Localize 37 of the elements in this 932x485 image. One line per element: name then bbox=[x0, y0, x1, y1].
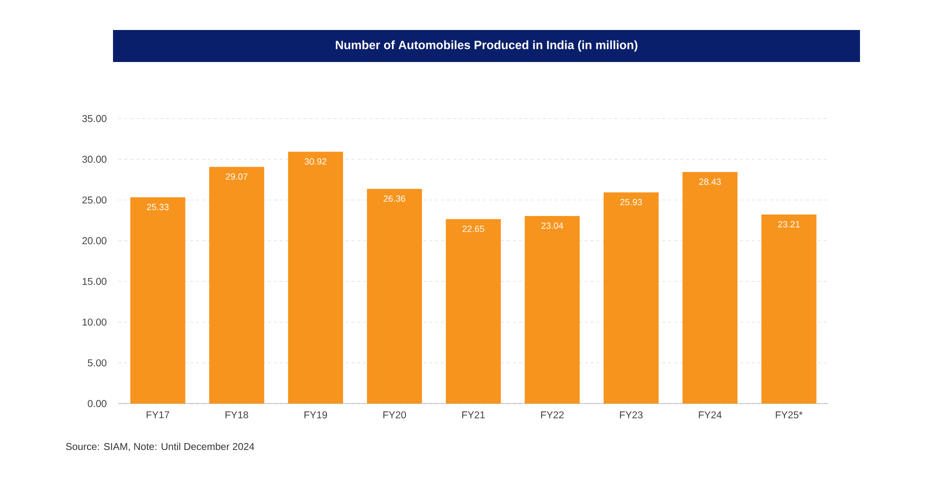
y-tick-label: 20.00 bbox=[82, 237, 106, 244]
bar bbox=[130, 197, 186, 404]
data-label: 29.07 bbox=[226, 173, 248, 180]
data-label: 28.43 bbox=[699, 178, 721, 185]
chart-title: Number of Automobiles Produced in India (in million) bbox=[336, 40, 638, 52]
data-label: 23.21 bbox=[778, 221, 800, 228]
data-label: 23.04 bbox=[541, 222, 564, 229]
source-note: Source: SIAM, Note: Until December 2024 bbox=[66, 442, 254, 452]
bar bbox=[524, 216, 580, 404]
y-tick-label: 30.00 bbox=[82, 156, 106, 163]
x-tick-label: FY21 bbox=[462, 411, 485, 418]
bar bbox=[288, 152, 344, 404]
y-tick-label: 0.00 bbox=[88, 400, 106, 408]
data-label: 25.93 bbox=[620, 198, 642, 206]
data-label: 30.92 bbox=[304, 158, 326, 165]
y-tick-label: 35.00 bbox=[82, 115, 106, 122]
bar bbox=[366, 188, 422, 404]
data-label: 26.36 bbox=[384, 195, 406, 202]
x-tick-label: FY17 bbox=[146, 411, 170, 418]
x-tick-label: FY22 bbox=[541, 411, 564, 418]
bar bbox=[604, 192, 659, 404]
bar bbox=[446, 219, 501, 404]
y-tick-label: 10.00 bbox=[82, 318, 106, 326]
x-tick-label: FY24 bbox=[698, 411, 722, 418]
bar bbox=[682, 172, 738, 404]
x-tick-label: FY20 bbox=[383, 411, 406, 418]
y-tick-label: 5.00 bbox=[88, 359, 106, 366]
x-tick-label: FY18 bbox=[226, 411, 248, 418]
bar bbox=[209, 166, 264, 404]
data-label: 22.65 bbox=[462, 226, 484, 232]
data-label: 25.33 bbox=[147, 204, 169, 210]
bar bbox=[761, 214, 816, 404]
x-tick-label: FY23 bbox=[620, 411, 643, 418]
y-tick-label: 25.00 bbox=[82, 196, 106, 204]
x-tick-label: FY25* bbox=[776, 411, 803, 418]
x-tick-label: FY19 bbox=[304, 411, 328, 418]
y-tick-label: 15.00 bbox=[82, 278, 106, 285]
